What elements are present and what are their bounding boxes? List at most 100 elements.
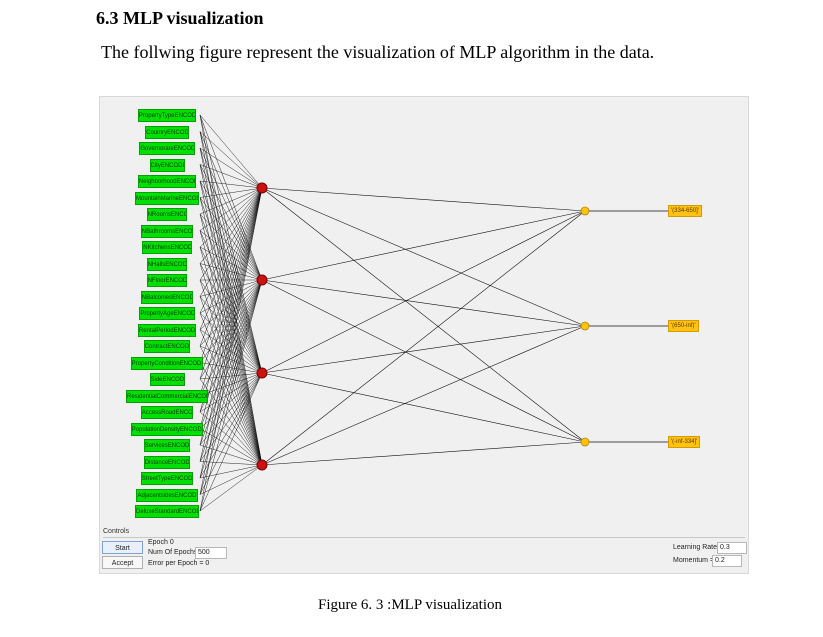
input-hidden-edge	[199, 296, 263, 466]
epoch-readout: Epoch 0	[148, 539, 174, 546]
input-hidden-edge	[199, 279, 263, 380]
input-hidden-edge	[199, 230, 263, 374]
input-hidden-edge	[199, 329, 263, 466]
input-hidden-edge	[199, 279, 263, 297]
input-node-label: ResidentialCommercialENCODE	[126, 389, 208, 403]
input-hidden-edge	[199, 279, 263, 396]
input-hidden-edge	[199, 362, 263, 466]
hidden-output-edge	[261, 210, 586, 374]
input-node-label: DistanceENCODE	[143, 455, 191, 469]
input-hidden-edge	[199, 197, 263, 281]
input-node-label: NKitchensENCODE	[142, 241, 192, 254]
num-epochs-input[interactable]: 500	[195, 547, 227, 559]
hidden-output-edge	[261, 441, 586, 466]
input-hidden-edge	[199, 372, 263, 512]
input-node-label: PopulationDensityENCODE	[130, 422, 204, 436]
input-node-label: ServicesENCODE	[143, 439, 191, 452]
input-hidden-edge	[199, 187, 263, 347]
input-hidden-edge	[199, 187, 263, 380]
hidden-output-edge	[261, 187, 586, 212]
input-hidden-edge	[199, 180, 263, 374]
output-node	[580, 437, 590, 447]
input-hidden-edge	[199, 411, 263, 466]
input-hidden-edge	[199, 395, 263, 466]
input-hidden-edge	[199, 372, 263, 495]
controls-panel: Controls Start Accept Epoch 0 Num Of Epo…	[100, 527, 748, 573]
input-hidden-edge	[199, 187, 263, 495]
momentum-input[interactable]: 0.2	[712, 555, 742, 567]
hidden-output-edge	[261, 210, 586, 466]
input-hidden-edge	[199, 296, 263, 374]
input-node-label: CountryENCODE	[145, 125, 189, 139]
input-hidden-edge	[199, 197, 263, 374]
input-hidden-edge	[199, 197, 263, 466]
input-hidden-edge	[199, 114, 263, 281]
input-hidden-edge	[199, 164, 263, 281]
input-hidden-edge	[199, 372, 263, 413]
hidden-output-edge	[261, 372, 586, 443]
input-hidden-edge	[199, 279, 263, 363]
input-hidden-edge	[199, 187, 263, 264]
hidden-node	[256, 182, 268, 194]
start-button[interactable]: Start	[102, 541, 143, 554]
input-node-label: MountainMarineENCODE	[135, 191, 199, 205]
input-hidden-edge	[199, 147, 263, 281]
input-hidden-edge	[199, 187, 263, 396]
input-hidden-edge	[199, 279, 263, 462]
input-hidden-edge	[199, 372, 263, 429]
figure-caption: Figure 6. 3 :MLP visualization	[318, 597, 503, 613]
error-per-epoch-readout: Error per Epoch = 0	[148, 560, 210, 567]
input-hidden-edge	[199, 464, 263, 479]
intro-paragraph: The follwing figure represent the visual…	[101, 42, 655, 62]
hidden-node	[256, 459, 268, 471]
input-hidden-edge	[199, 428, 263, 466]
input-node-label: StreetTypeENCODE	[140, 472, 194, 485]
hidden-node	[256, 274, 268, 286]
input-hidden-edge	[199, 213, 263, 281]
learning-rate-label: Learning Rate =	[673, 544, 724, 551]
input-hidden-edge	[199, 230, 263, 466]
accept-button[interactable]: Accept	[102, 556, 143, 569]
input-node-label: PropertyAgeENCODE	[139, 307, 195, 320]
input-hidden-edge	[199, 180, 263, 281]
input-node-label: GovernorateENCODE	[139, 142, 195, 155]
input-hidden-edge	[199, 329, 263, 374]
input-hidden-edge	[199, 114, 263, 374]
input-hidden-edge	[199, 279, 263, 495]
input-node-label: NFloorENCODE	[146, 274, 188, 287]
num-epochs-label: Num Of Epochs	[148, 549, 198, 556]
input-hidden-edge	[199, 114, 263, 189]
output-node	[580, 321, 590, 331]
input-node-label: NHallsENCODE	[146, 257, 188, 271]
input-hidden-edge	[199, 164, 263, 374]
input-hidden-edge	[199, 246, 263, 281]
input-hidden-edge	[199, 362, 263, 374]
momentum-label: Momentum =	[673, 557, 715, 564]
input-hidden-edge	[199, 213, 263, 374]
section-heading: 6.3 MLP visualization	[96, 8, 264, 28]
input-hidden-edge	[199, 187, 263, 314]
input-hidden-edge	[199, 180, 263, 466]
input-hidden-edge	[199, 279, 263, 479]
network-graph	[199, 114, 668, 512]
learning-rate-input[interactable]: 0.3	[717, 542, 747, 554]
hidden-output-edge	[261, 279, 586, 327]
input-hidden-edge	[199, 279, 263, 347]
input-hidden-edge	[199, 279, 263, 446]
input-hidden-edge	[199, 187, 263, 446]
input-hidden-edge	[199, 279, 263, 429]
input-hidden-edge	[199, 187, 263, 429]
hidden-output-edge	[261, 325, 586, 374]
input-hidden-edge	[199, 246, 263, 374]
hidden-output-edge	[261, 187, 586, 327]
epoch-value: 0	[169, 539, 174, 546]
output-class-label: '(-inf-334]'	[668, 436, 701, 448]
input-hidden-edge	[199, 187, 263, 198]
input-hidden-edge	[199, 279, 263, 413]
output-node	[580, 206, 590, 216]
input-hidden-edge	[199, 312, 263, 374]
input-node-label: DeluxeStandardENCODE	[135, 505, 199, 518]
controls-divider	[103, 537, 745, 538]
input-hidden-edge	[199, 263, 263, 374]
input-hidden-edge	[199, 187, 263, 231]
